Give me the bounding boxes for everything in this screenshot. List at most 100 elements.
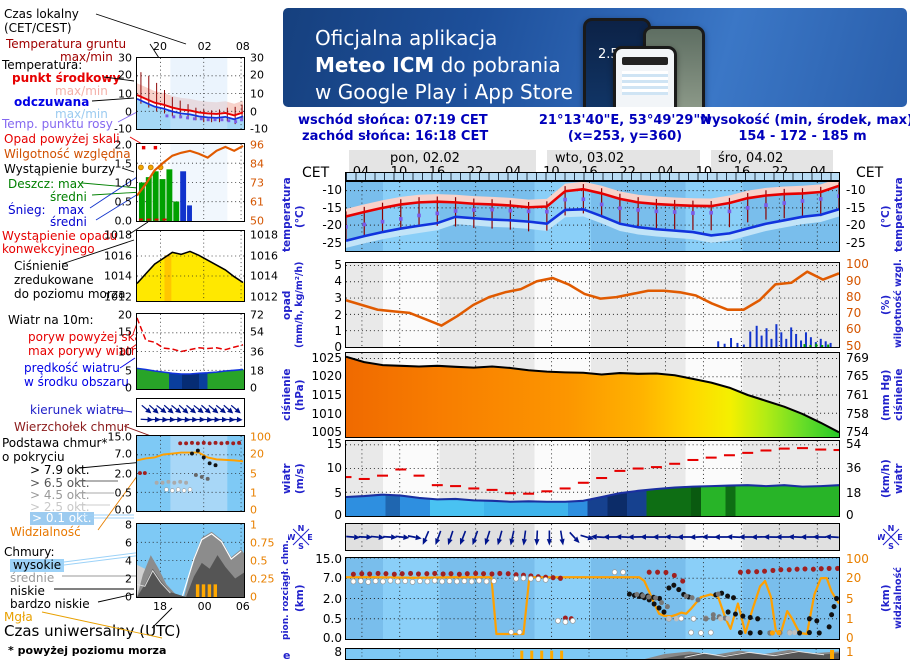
legend-visibility: Widzialność: [10, 525, 81, 539]
tick-label: 1005: [311, 425, 342, 440]
tick-label: 0: [125, 105, 132, 119]
mini-pressure-svg: [137, 231, 244, 301]
tick-label: 100: [250, 430, 271, 444]
tick-label: -10: [250, 122, 268, 136]
cet-label-right: CET: [856, 165, 884, 181]
grid-point-info: (x=253, y=360): [567, 129, 683, 144]
mini-visibility-yticks-right: 1 0.75 0.5 0.25 0: [248, 518, 282, 603]
tick-label: 0: [125, 381, 132, 395]
legend-clouds-high: wysokie: [10, 559, 65, 572]
axis-unit-pressure-right: (mm Hg): [880, 369, 892, 421]
banner-line3: w Google Play i App Store: [315, 80, 573, 104]
cloud-cover-axis-letter: e: [283, 649, 291, 660]
tick-label: 0.5: [250, 554, 268, 567]
mini-wind-yticks-right: 72 54 36 18 0: [248, 308, 278, 395]
temperatura max/min: [346, 182, 839, 217]
svg-text:S: S: [888, 542, 894, 550]
tick-label: 1012: [250, 290, 278, 304]
mini-clouds-yticks-right: 100 20 5 1 0: [248, 430, 278, 517]
svg-text:N: N: [888, 524, 895, 533]
tick-label: 5: [125, 364, 132, 378]
ciśnienie: [346, 355, 839, 437]
altitude-values: 154 - 172 - 185 m: [738, 129, 867, 144]
mini-clouds-yticks-left: 15.0 7.0 2.0 0.5 0.0: [94, 430, 133, 517]
mini-pressure-chart: [136, 230, 245, 302]
tick-label: 1: [250, 518, 257, 531]
tick-label: 90: [846, 273, 862, 288]
temp. punktu rosy: [346, 194, 839, 229]
mini-visibility-xaxis: 18 00 06: [136, 600, 250, 613]
legend-clouds-low: niskie: [10, 584, 45, 598]
tick-label: 5: [846, 591, 854, 606]
legend-clouds-verylow: bardzo niskie: [10, 597, 90, 611]
tick-label: 0.5: [114, 486, 133, 500]
tick-label: 1012: [104, 290, 132, 304]
tick-label: 2: [125, 572, 132, 585]
legend-clouds-mid: średnie: [10, 571, 55, 585]
panel-svg: [346, 441, 839, 516]
tick-label: 72: [250, 308, 264, 322]
legend-storm: Wystąpienie burzy: [4, 162, 116, 176]
panel-svg: [346, 558, 839, 639]
tick-label: 50: [250, 214, 264, 228]
panel-cloud-extent-visibility: [345, 557, 840, 640]
sunset-info: zachód słońca: 16:18 CET: [302, 129, 489, 144]
tick-label: 0.5: [322, 612, 342, 627]
panel-precip-humidity: [345, 262, 840, 348]
tick-label: 1016: [250, 249, 278, 263]
app-banner[interactable]: Oficjalna aplikacja Meteo ICM do pobrani…: [283, 8, 907, 107]
tick-label: 6: [125, 536, 132, 549]
tick-label: 1018: [104, 228, 132, 242]
tick-label: 73: [250, 176, 264, 190]
tick-label: 0: [250, 381, 257, 395]
tick-label: 0: [334, 508, 342, 523]
tick-label: 1: [250, 486, 257, 500]
tick-label: 0.0: [322, 631, 342, 646]
legend-local-time-2: (CET/CEST): [4, 21, 72, 35]
wilgotność względna: [346, 270, 839, 327]
legend-wind10m: Wiatr na 10m:: [8, 313, 94, 327]
tick-label: -20: [846, 218, 866, 233]
mini-clouds-chart: [136, 435, 245, 512]
tick-label: 0: [125, 590, 132, 603]
wind-yticks-left: 15 10 5 0: [300, 437, 342, 523]
tick-label: 80: [846, 289, 862, 304]
tick-label: 5: [334, 257, 342, 272]
mini-visibility-chart: [136, 523, 245, 598]
prędkość wiatru w środku obszaru: [346, 484, 839, 516]
tick-label: 00: [197, 600, 212, 613]
temp-yticks-left: -10 -15 -20 -25: [300, 181, 342, 252]
mini-wind-direction-strip: [136, 398, 245, 427]
axis-title-wind-right: wiatr: [893, 463, 905, 494]
banner-line2: Meteo ICM do pobrania: [315, 53, 561, 77]
tick-label: 18: [152, 600, 167, 613]
axis-unit-humidity-right: (%): [880, 294, 892, 316]
legend-cloud-base-1: Podstawa chmur*: [2, 436, 108, 450]
tick-label: 5: [334, 485, 342, 500]
tick-label: 0: [250, 503, 257, 517]
tick-label: 18: [846, 485, 862, 500]
cloud-cover-tick-1: 1: [846, 645, 854, 659]
axis-unit-wind-left: (m/s): [294, 463, 306, 494]
tick-label: 06: [235, 600, 250, 613]
mini-temp-yticks-left: 30 20 10 0 -10: [94, 52, 132, 135]
panel-svg: [346, 263, 839, 347]
tick-label: -25: [322, 236, 342, 251]
śnieg max: [717, 324, 832, 347]
svg-text:S: S: [298, 542, 304, 550]
svg-text:E: E: [897, 533, 902, 542]
tick-label: 1: [846, 612, 854, 627]
altitude-label: wysokość (min, środek, max): [700, 113, 910, 128]
legend-precip-above-scale: Opad powyżej skali: [4, 132, 120, 146]
mini-temp-xaxis: 20 02 08: [136, 40, 250, 53]
tick-label: 1020: [311, 369, 342, 384]
tick-label: -15: [846, 200, 866, 215]
svg-text:N: N: [298, 524, 305, 533]
mini-visibility-svg: [137, 524, 244, 597]
legend-humidity: Wilgotność względna: [4, 147, 131, 161]
tick-label: 20: [118, 68, 132, 82]
tick-label: 61: [250, 195, 264, 209]
legend-rain: Deszcz:: [8, 177, 55, 191]
legend-utc: Czas uniwersalny (UTC): [4, 622, 181, 640]
legend-pressure-1: Ciśnienie: [14, 259, 69, 273]
